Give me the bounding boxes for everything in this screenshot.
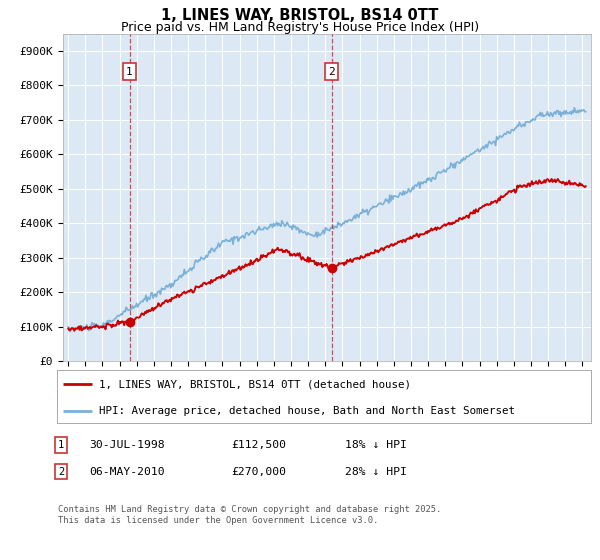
- Text: 2: 2: [328, 67, 335, 77]
- Text: 1, LINES WAY, BRISTOL, BS14 0TT (detached house): 1, LINES WAY, BRISTOL, BS14 0TT (detache…: [98, 380, 410, 390]
- Text: HPI: Average price, detached house, Bath and North East Somerset: HPI: Average price, detached house, Bath…: [98, 406, 515, 416]
- Text: 18% ↓ HPI: 18% ↓ HPI: [345, 440, 407, 450]
- Text: 1: 1: [126, 67, 133, 77]
- Text: £270,000: £270,000: [231, 466, 286, 477]
- Text: Contains HM Land Registry data © Crown copyright and database right 2025.
This d: Contains HM Land Registry data © Crown c…: [58, 505, 442, 525]
- Text: 30-JUL-1998: 30-JUL-1998: [89, 440, 164, 450]
- Text: 2: 2: [58, 466, 64, 477]
- Text: 06-MAY-2010: 06-MAY-2010: [89, 466, 164, 477]
- Text: 1: 1: [58, 440, 64, 450]
- Text: £112,500: £112,500: [231, 440, 286, 450]
- Text: 28% ↓ HPI: 28% ↓ HPI: [345, 466, 407, 477]
- Text: Price paid vs. HM Land Registry's House Price Index (HPI): Price paid vs. HM Land Registry's House …: [121, 21, 479, 34]
- Text: 1, LINES WAY, BRISTOL, BS14 0TT: 1, LINES WAY, BRISTOL, BS14 0TT: [161, 8, 439, 24]
